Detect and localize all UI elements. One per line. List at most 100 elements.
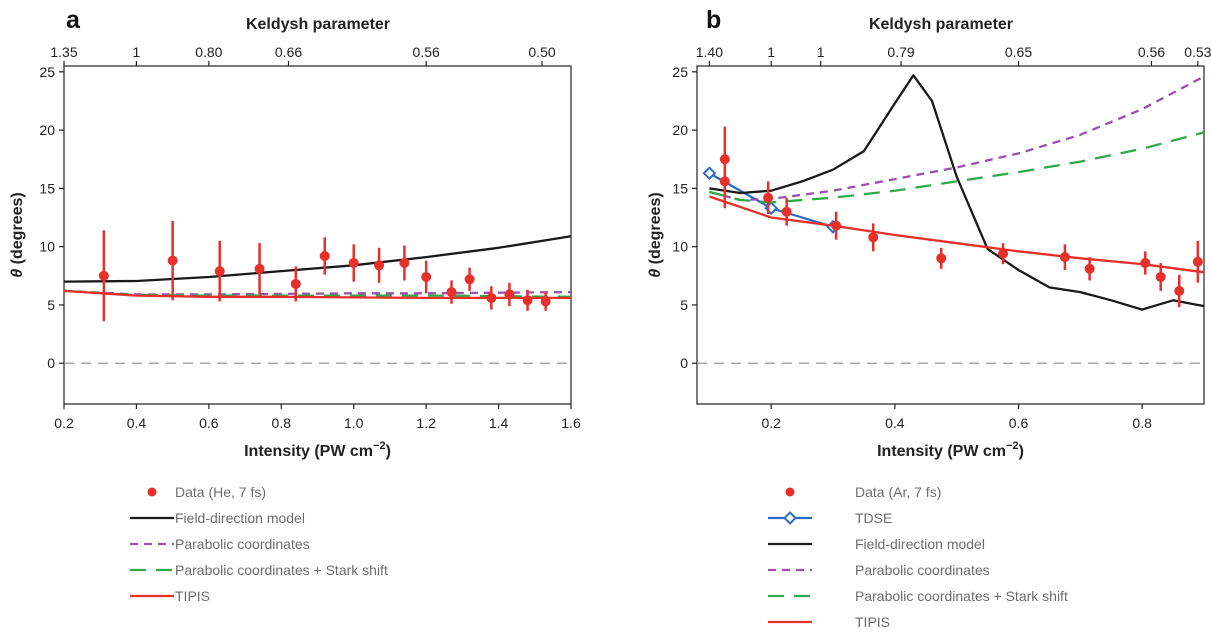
legend-dot-icon: [785, 487, 795, 497]
legend-item: Field-direction model: [768, 536, 985, 552]
legend-label: TIPIS: [175, 588, 210, 604]
x-tick-label: 0.6: [1009, 415, 1029, 431]
legend-label: Data (Ar, 7 fs): [855, 484, 941, 500]
top-tick-label: 0.80: [195, 44, 222, 60]
top-tick-label: 0.79: [887, 44, 914, 60]
y-tick-label: 15: [672, 180, 688, 196]
legend-diamond-icon: [783, 511, 797, 525]
y-axis-label-rest: (degrees): [647, 192, 664, 268]
data-point: [998, 248, 1009, 259]
legend-dot-icon: [147, 487, 157, 497]
top-tick-label: 1.35: [50, 44, 77, 60]
top-tick-label: 0.56: [413, 44, 440, 60]
data-point: [348, 257, 359, 268]
legend-label: Parabolic coordinates + Stark shift: [855, 588, 1068, 604]
x-axis-label-main: Intensity (PW cm: [244, 443, 373, 460]
x-tick-label: 0.6: [199, 415, 219, 431]
legend-item: Parabolic coordinates + Stark shift: [768, 588, 1068, 604]
data-point: [1192, 256, 1203, 267]
data-point: [781, 206, 792, 217]
top-axis-title: Keldysh parameter: [869, 16, 1013, 33]
data-point: [446, 287, 457, 298]
x-tick-label: 1.4: [489, 415, 509, 431]
x-axis-label-sup: −2: [1006, 440, 1019, 452]
y-axis-label: θ (degrees): [9, 192, 26, 277]
x-axis-label: Intensity (PW cm−2): [244, 440, 391, 460]
y-tick-label: 25: [672, 64, 688, 80]
x-axis-label-close: ): [1019, 443, 1024, 460]
legend-label: Field-direction model: [175, 510, 305, 526]
top-tick-label: 0.66: [275, 44, 302, 60]
y-tick-label: 0: [47, 355, 55, 371]
data-point: [486, 292, 497, 303]
top-tick-label: 0.50: [528, 44, 555, 60]
data-point: [421, 271, 432, 282]
legend-item: TDSE: [768, 510, 892, 526]
x-tick-label: 1.6: [561, 415, 581, 431]
x-axis-label-sup: −2: [373, 440, 386, 452]
y-tick-label: 10: [672, 239, 688, 255]
x-tick-label: 0.4: [127, 415, 147, 431]
series-line-parabolic-coordinates-stark-shift: [709, 131, 1205, 204]
data-point: [1084, 263, 1095, 274]
data-point: [504, 289, 515, 300]
x-tick-label: 0.2: [54, 415, 74, 431]
data-point: [214, 266, 225, 277]
legend-item: Parabolic coordinates: [130, 536, 310, 552]
data-point: [1140, 257, 1151, 268]
data-point: [1155, 271, 1166, 282]
data-point: [763, 192, 774, 203]
data-point: [319, 250, 330, 261]
series-line-parabolic-coordinates: [63, 289, 572, 296]
legend-item: TIPIS: [130, 588, 210, 604]
x-axis-label-close: ): [386, 443, 391, 460]
y-tick-label: 0: [680, 355, 688, 371]
x-tick-label: 1.2: [416, 415, 436, 431]
series-line-field-direction-model: [63, 235, 572, 283]
top-tick-label: 0.56: [1138, 44, 1165, 60]
y-tick-label: 25: [39, 64, 55, 80]
legend-label: TDSE: [855, 510, 892, 526]
top-tick-label: 0.53: [1184, 44, 1211, 60]
y-axis-label-symbol: θ: [9, 269, 26, 278]
series-line-field-direction-model: [709, 74, 1205, 311]
y-axis-label-symbol: θ: [647, 269, 664, 278]
x-tick-label: 0.8: [272, 415, 292, 431]
panel-label: a: [66, 6, 81, 34]
y-tick-label: 5: [680, 297, 688, 313]
chart-panel-a: a Keldysh parameter 0 5 10 15 20 25 0.2 0.4 0.6 0.8…: [9, 6, 581, 604]
data-point: [522, 295, 533, 306]
legend-item: Parabolic coordinates + Stark shift: [130, 562, 388, 578]
legend-item: Parabolic coordinates: [768, 562, 990, 578]
legend-item: Data (He, 7 fs): [147, 484, 266, 500]
data-point: [719, 176, 730, 187]
y-axis-label-rest: (degrees): [9, 192, 26, 268]
y-tick-label: 10: [39, 239, 55, 255]
data-point: [1174, 285, 1185, 296]
y-tick-label: 20: [672, 122, 688, 138]
panel-label: b: [706, 6, 721, 34]
legend-label: Parabolic coordinates: [855, 562, 990, 578]
legend-item: Field-direction model: [130, 510, 305, 526]
x-tick-label: 1.0: [344, 415, 364, 431]
data-point: [290, 278, 301, 289]
tdse-point: [702, 166, 717, 181]
series-line-tipis: [709, 195, 1205, 274]
data-point: [936, 253, 947, 264]
y-tick-label: 15: [39, 180, 55, 196]
data-point: [167, 255, 178, 266]
data-point: [540, 296, 551, 307]
top-axis-title: Keldysh parameter: [246, 16, 390, 33]
data-point: [399, 257, 410, 268]
y-axis-label: θ (degrees): [647, 192, 664, 277]
y-tick-label: 5: [47, 297, 55, 313]
data-point: [464, 274, 475, 285]
top-tick-label: 0.65: [1005, 44, 1032, 60]
legend-label: Field-direction model: [855, 536, 985, 552]
legend-label: Parabolic coordinates + Stark shift: [175, 562, 388, 578]
plot-frame: [696, 65, 1205, 405]
y-tick-label: 20: [39, 122, 55, 138]
x-tick-label: 0.8: [1132, 415, 1152, 431]
data-point: [831, 220, 842, 231]
